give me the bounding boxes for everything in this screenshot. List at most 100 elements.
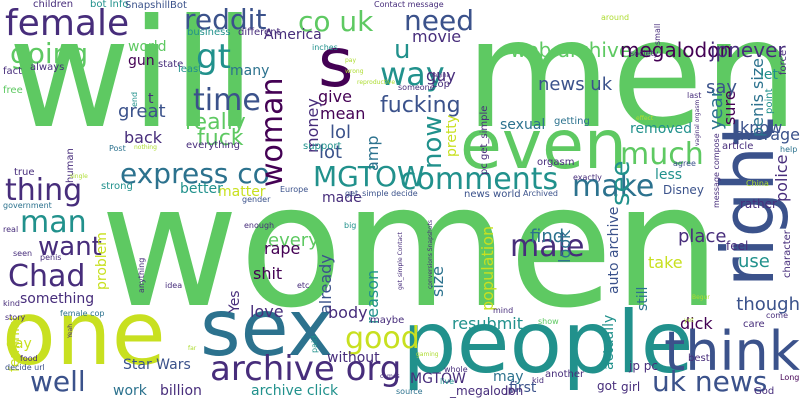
cloud-word: point (764, 88, 775, 114)
cloud-word: girl (621, 380, 641, 394)
cloud-word: way (380, 55, 445, 93)
cloud-word: kid (532, 376, 544, 385)
cloud-word: kind (3, 299, 21, 308)
cloud-word: t (148, 91, 154, 107)
cloud-word: show (538, 317, 559, 326)
cloud-word: cop (432, 79, 450, 90)
cloud-word: women (100, 148, 721, 346)
cloud-word: lol (330, 122, 352, 143)
cloud-word: children (33, 0, 74, 10)
cloud-word: vagina (430, 72, 451, 79)
cloud-word: far (188, 345, 197, 352)
cloud-word: Yeah (67, 324, 74, 339)
cloud-word: inches (312, 43, 338, 52)
cloud-word: give (318, 87, 352, 106)
cloud-word: will (8, 0, 256, 162)
cloud-word: reddit (184, 3, 267, 36)
cloud-word: make (572, 169, 655, 204)
cloud-word: population (478, 226, 497, 312)
cloud-word: last (687, 91, 702, 100)
cloud-word: reproductive (357, 79, 396, 86)
cloud-word: live (440, 377, 455, 386)
cloud-word: always (30, 62, 65, 73)
cloud-word: real (3, 225, 19, 234)
cloud-word: _megalodon (450, 384, 524, 398)
cloud-word: getting (554, 116, 590, 127)
cloud-word: vaginal orgasm (694, 100, 701, 147)
cloud-word: sex (200, 284, 334, 374)
cloud-word: fucking (380, 93, 461, 118)
cloud-word: something (20, 291, 95, 307)
cloud-word: average (734, 125, 800, 144)
cloud-word: guy (426, 66, 456, 85)
cloud-word: take (648, 253, 683, 272)
cloud-word: mean (320, 104, 366, 123)
cloud-word: woman (255, 77, 290, 187)
cloud-word: man (20, 205, 87, 240)
cloud-word: matter (218, 184, 266, 200)
cloud-word: find (530, 226, 565, 247)
cloud-word: idea (165, 281, 183, 290)
cloud-word: police (772, 155, 791, 203)
cloud-word: support (303, 141, 342, 152)
cloud-word: back (124, 128, 163, 147)
cloud-word: good (345, 321, 420, 356)
cloud-word: God (754, 386, 775, 397)
cloud-word: let (760, 67, 778, 83)
cloud-word: source (396, 387, 423, 396)
cloud-word: Archived (523, 189, 559, 198)
cloud-word: different (238, 27, 281, 38)
cloud-word: work (113, 383, 147, 399)
cloud-word: effect (636, 115, 654, 122)
cloud-word: archive click (251, 383, 339, 399)
cloud-word: u (394, 35, 411, 65)
cloud-word: made (322, 190, 362, 206)
cloud-word: best (688, 353, 710, 364)
cloud-word: article (722, 141, 754, 152)
cloud-word: wrong (345, 68, 364, 75)
cloud-word: need (404, 4, 474, 37)
cloud-word: everything (186, 140, 240, 151)
cloud-word: paid (310, 336, 319, 354)
cloud-word: archive org (210, 349, 402, 389)
cloud-word: whole (444, 365, 468, 374)
cloud-word: Contact message (374, 0, 444, 9)
cloud-word: web archive (510, 38, 632, 62)
cloud-word: though (736, 294, 800, 315)
cloud-word: Yes (227, 290, 243, 313)
cloud-word: lot (319, 142, 343, 163)
cloud-word: bot Info (90, 0, 129, 10)
cloud-word: actually (601, 315, 617, 371)
cloud-word: character (782, 230, 793, 278)
cloud-word: penis (40, 253, 62, 262)
cloud-word: business (187, 27, 231, 38)
cloud-word: news world (464, 189, 521, 200)
cloud-word: etc (297, 281, 310, 290)
cloud-word: pc get_simple (479, 106, 490, 176)
cloud-word: Disney (663, 183, 704, 197)
cloud-word: China (746, 179, 769, 188)
cloud-word: state (158, 59, 184, 70)
cloud-word: s (318, 24, 354, 103)
cloud-word: thing (5, 173, 83, 208)
cloud-word: female (5, 3, 130, 44)
cloud-word: better (180, 181, 223, 197)
cloud-word: gun (128, 53, 155, 69)
cloud-word: anything (137, 258, 146, 294)
cloud-word: female cop (60, 309, 105, 318)
cloud-word: society (630, 49, 659, 58)
cloud-word: orgasm (537, 157, 575, 168)
cloud-word: feel (726, 239, 749, 253)
cloud-word: message compose (712, 133, 721, 208)
cloud-word: time (193, 83, 261, 118)
cloud-word: jp pc (629, 359, 658, 373)
cloud-word: one (2, 282, 166, 385)
cloud-word: help (780, 145, 798, 154)
cloud-word: care (743, 319, 765, 330)
cloud-word: fact (3, 66, 23, 77)
cloud-word: amp (363, 135, 382, 171)
cloud-word: rather (740, 197, 777, 211)
cloud-word: government (3, 201, 52, 210)
cloud-word: well (30, 365, 86, 398)
